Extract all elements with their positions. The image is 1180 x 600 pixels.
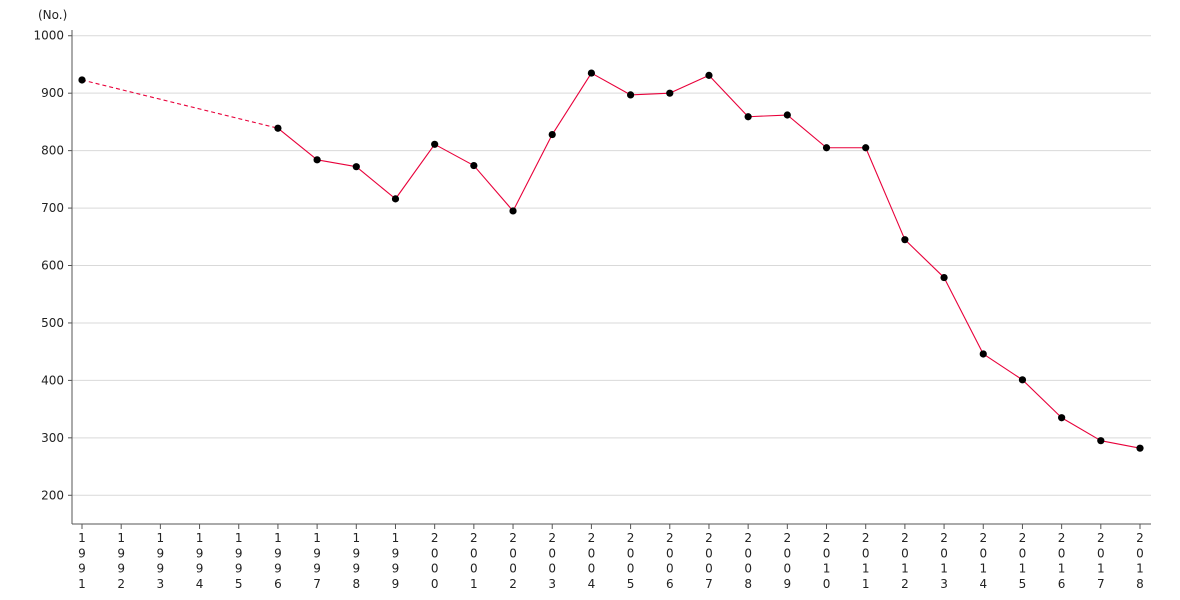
data-point-2003 [548, 130, 556, 139]
y-tick-label: 300 [41, 431, 64, 445]
y-tick-label: 900 [41, 86, 64, 100]
data-point-1999 [391, 195, 400, 203]
series-line-segment [943, 277, 984, 355]
series-line-segment [551, 72, 592, 135]
series-line-segment [630, 92, 670, 96]
series-line-segment [317, 159, 357, 168]
series-line-segment [982, 353, 1023, 381]
axes [68, 30, 1151, 529]
y-tick-label: 500 [41, 316, 64, 330]
series-line-segment [1100, 440, 1141, 449]
series-line-segment [473, 165, 514, 212]
data-point-2011 [862, 144, 870, 152]
data-point-1997 [313, 156, 321, 164]
data-point-2016 [1058, 414, 1066, 422]
data-point-2017 [1097, 437, 1105, 445]
gridlines [72, 35, 1151, 496]
series-line-segment [591, 72, 631, 96]
y-tick-labels: 200 300 400 500 600 700 800 900 1000 [33, 29, 64, 503]
data-point-2015 [1018, 376, 1027, 384]
y-tick-label: 400 [41, 373, 64, 387]
x-tick-labels: 1 9 9 1 1 9 9 2 1 9 9 3 1 9 9 4 1 9 9 5 1 9 9 6 1 9 9 7 1 9 9 8 1 9 9 9 2 0 0 0… [78, 531, 1144, 591]
data-point-2001 [470, 161, 478, 170]
data-point-2006 [666, 89, 674, 97]
data-point-2000 [431, 140, 439, 148]
series-line-segment [1061, 417, 1102, 442]
data-point-2013 [940, 273, 948, 282]
y-tick-label: 1000 [33, 29, 64, 43]
data-point-2012 [901, 236, 909, 244]
y-tick-label: 800 [41, 144, 64, 158]
series-line-segment [786, 114, 827, 149]
data-point-2004 [587, 69, 596, 77]
data-point-2014 [979, 350, 987, 358]
series-line-segment [277, 127, 318, 161]
data-point-2008 [744, 113, 752, 121]
series-gap-segment [81, 79, 279, 129]
series-line-segment [708, 75, 749, 118]
series-line-segment [434, 143, 475, 167]
y-tick-label: 600 [41, 259, 64, 273]
data-point-1996 [274, 124, 282, 132]
data-point-2005 [626, 91, 635, 99]
data-point-2018 [1136, 444, 1144, 452]
data-point-2007 [705, 71, 713, 79]
data-point-2009 [783, 111, 791, 119]
series-line-segment [904, 239, 945, 278]
data-point-2010 [822, 144, 831, 152]
data-point-1991 [78, 76, 86, 84]
series-line-segment [512, 134, 553, 212]
series-line-segment [395, 143, 436, 200]
series-lines [81, 72, 1141, 449]
y-tick-label: 700 [41, 201, 64, 215]
y-axis-unit-label: (No.) [38, 8, 67, 22]
data-point-1998 [352, 163, 360, 171]
data-point-2002 [509, 207, 517, 215]
series-line-segment [1022, 379, 1063, 419]
y-tick-label: 200 [41, 488, 64, 502]
data-points [78, 69, 1144, 452]
series-line-segment [669, 74, 710, 94]
series-line-segment [865, 147, 906, 240]
series-line-segment [355, 166, 396, 200]
series-line-segment [748, 114, 788, 118]
